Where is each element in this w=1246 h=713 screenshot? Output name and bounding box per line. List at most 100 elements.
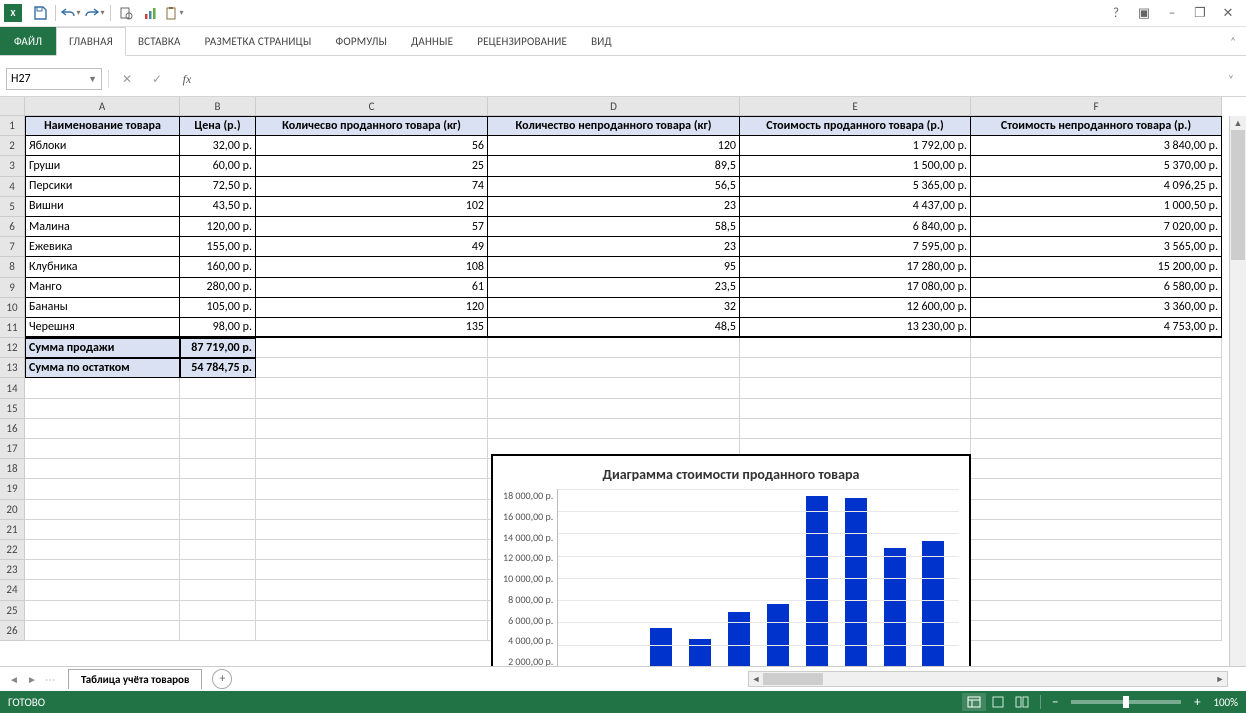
row-header-20[interactable]: 20 — [0, 500, 25, 520]
cell[interactable] — [971, 459, 1222, 479]
cell[interactable]: 4 437,00 р. — [740, 197, 971, 217]
cell[interactable] — [256, 459, 488, 479]
row-header-17[interactable]: 17 — [0, 439, 25, 459]
cell[interactable] — [25, 419, 180, 439]
cell[interactable]: 23,5 — [488, 278, 740, 298]
sheet-nav-menu-icon[interactable]: ⋯ — [42, 670, 58, 688]
sheet-nav-prev-icon[interactable]: ◄ — [6, 670, 22, 688]
row-header-21[interactable]: 21 — [0, 520, 25, 540]
horizontal-scrollbar[interactable]: ◄ ► — [748, 671, 1228, 687]
cell[interactable] — [971, 580, 1222, 600]
column-header-B[interactable]: B — [180, 97, 256, 116]
cell[interactable] — [180, 459, 256, 479]
row-header-1[interactable]: 1 — [0, 116, 25, 136]
select-all-corner[interactable] — [0, 97, 25, 116]
cell[interactable]: 280,00 р. — [180, 278, 256, 298]
cell[interactable]: 135 — [256, 318, 488, 338]
cell[interactable] — [180, 479, 256, 499]
insert-function-icon[interactable]: fx — [175, 68, 199, 90]
enter-formula-icon[interactable]: ✓ — [145, 68, 169, 90]
row-header-7[interactable]: 7 — [0, 237, 25, 257]
cell[interactable] — [971, 378, 1222, 398]
vertical-scrollbar[interactable]: ▲ ▼ — [1229, 116, 1246, 683]
cell[interactable]: 5 370,00 р. — [971, 156, 1222, 176]
cell[interactable] — [740, 338, 971, 358]
cell[interactable] — [971, 439, 1222, 459]
column-header-C[interactable]: C — [256, 97, 488, 116]
cell[interactable]: Стоимость непроданного товара (р.) — [971, 116, 1222, 136]
cell[interactable] — [25, 378, 180, 398]
close-button[interactable]: ✕ — [1214, 2, 1242, 24]
scroll-left-icon[interactable]: ◄ — [749, 672, 763, 686]
cell[interactable] — [256, 338, 488, 358]
cell[interactable] — [180, 520, 256, 540]
cell[interactable]: Манго — [25, 278, 180, 298]
cell[interactable] — [25, 560, 180, 580]
zoom-slider[interactable] — [1071, 700, 1181, 704]
cell[interactable]: 95 — [488, 257, 740, 277]
tab-разметка страницы[interactable]: РАЗМЕТКА СТРАНИЦЫ — [193, 27, 324, 55]
tab-данные[interactable]: ДАННЫЕ — [399, 27, 465, 55]
cell[interactable]: Малина — [25, 217, 180, 237]
column-header-A[interactable]: A — [25, 97, 180, 116]
save-icon[interactable] — [29, 2, 51, 24]
tab-формулы[interactable]: ФОРМУЛЫ — [324, 27, 400, 55]
chart-bar[interactable] — [884, 548, 906, 683]
cell[interactable]: 23 — [488, 197, 740, 217]
zoom-in-button[interactable]: + — [1189, 694, 1205, 710]
cell[interactable] — [25, 540, 180, 560]
cell[interactable]: 15 200,00 р. — [971, 257, 1222, 277]
cell[interactable] — [971, 338, 1222, 358]
cell[interactable] — [488, 338, 740, 358]
cell[interactable]: 6 840,00 р. — [740, 217, 971, 237]
cell[interactable]: 4 753,00 р. — [971, 318, 1222, 338]
cell[interactable] — [25, 601, 180, 621]
cell[interactable]: 120 — [488, 136, 740, 156]
name-box-dropdown-icon[interactable]: ▼ — [88, 74, 97, 85]
cell[interactable]: 7 020,00 р. — [971, 217, 1222, 237]
cell[interactable]: Наименование товара — [25, 116, 180, 136]
row-header-26[interactable]: 26 — [0, 621, 25, 641]
cell[interactable] — [740, 358, 971, 378]
cell[interactable]: 6 580,00 р. — [971, 278, 1222, 298]
add-sheet-button[interactable]: + — [212, 669, 232, 689]
cell[interactable]: 4 096,25 р. — [971, 177, 1222, 197]
cell[interactable] — [256, 621, 488, 641]
cell[interactable]: 155,00 р. — [180, 237, 256, 257]
cell[interactable] — [25, 520, 180, 540]
row-header-11[interactable]: 11 — [0, 318, 25, 338]
cell[interactable]: 87 719,00 р. — [180, 338, 256, 358]
cell[interactable] — [180, 621, 256, 641]
normal-view-icon[interactable] — [962, 693, 986, 711]
cell[interactable] — [256, 500, 488, 520]
cell[interactable] — [256, 479, 488, 499]
cell[interactable]: 74 — [256, 177, 488, 197]
row-header-16[interactable]: 16 — [0, 419, 25, 439]
cell[interactable] — [180, 500, 256, 520]
cell[interactable] — [180, 419, 256, 439]
cell[interactable] — [25, 399, 180, 419]
cell[interactable]: 120,00 р. — [180, 217, 256, 237]
cell[interactable]: 32 — [488, 298, 740, 318]
cell[interactable]: 3 360,00 р. — [971, 298, 1222, 318]
row-header-18[interactable]: 18 — [0, 459, 25, 479]
cancel-formula-icon[interactable]: ✕ — [115, 68, 139, 90]
row-header-15[interactable]: 15 — [0, 399, 25, 419]
zoom-out-button[interactable]: − — [1047, 694, 1063, 710]
cell[interactable] — [971, 621, 1222, 641]
row-header-2[interactable]: 2 — [0, 136, 25, 156]
sheet-tab-active[interactable]: Таблица учёта товаров — [68, 669, 202, 689]
vscroll-thumb[interactable] — [1231, 130, 1245, 260]
cell[interactable] — [256, 560, 488, 580]
cell[interactable] — [180, 580, 256, 600]
cell[interactable] — [180, 601, 256, 621]
undo-icon[interactable]: ▾ — [60, 2, 82, 24]
tab-вид[interactable]: ВИД — [579, 27, 624, 55]
tab-file[interactable]: ФАЙЛ — [0, 27, 56, 55]
cell[interactable]: Персики — [25, 177, 180, 197]
chart-icon[interactable] — [139, 2, 161, 24]
cell[interactable] — [25, 621, 180, 641]
cell[interactable] — [971, 419, 1222, 439]
scroll-right-icon[interactable]: ► — [1213, 672, 1227, 686]
cell[interactable] — [740, 419, 971, 439]
